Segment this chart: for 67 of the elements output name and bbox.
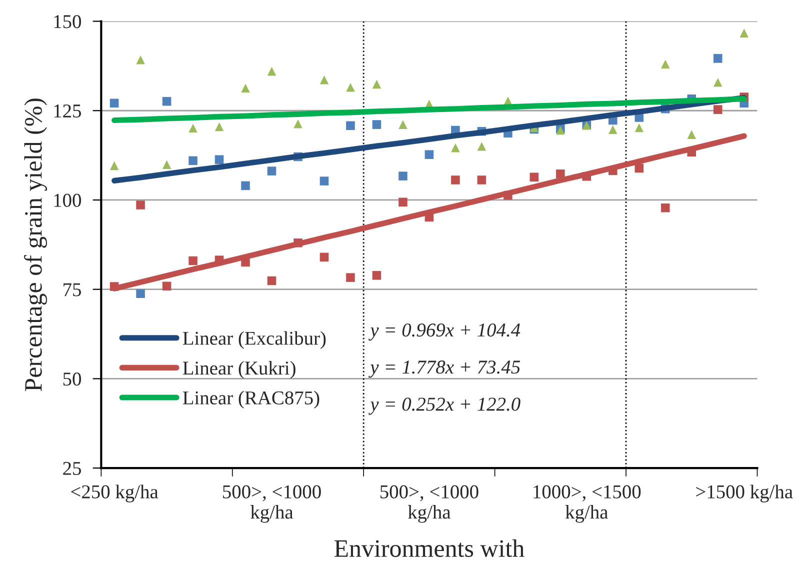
x-tick-label: >1500 kg/ha bbox=[696, 484, 793, 502]
point bbox=[477, 176, 486, 184]
point bbox=[660, 60, 670, 69]
x-tick-label: 500>, <1000 kg/ha bbox=[223, 485, 321, 523]
y-tick-label: 25 bbox=[63, 462, 81, 475]
point bbox=[451, 143, 460, 152]
point bbox=[162, 96, 172, 106]
point bbox=[398, 120, 408, 129]
point bbox=[188, 124, 198, 133]
point bbox=[320, 76, 329, 84]
point bbox=[634, 164, 644, 173]
y-axis-title: Percentage of grain yield (%) bbox=[24, 98, 48, 392]
annotation: y = 1.778x + 73.45 bbox=[368, 360, 520, 378]
point bbox=[451, 176, 460, 184]
point bbox=[136, 200, 145, 210]
point bbox=[713, 78, 722, 87]
point bbox=[660, 203, 670, 212]
annotation: y = 0.969x + 104.4 bbox=[368, 323, 520, 341]
point bbox=[188, 156, 198, 166]
legend-label: Linear (Excalibur) bbox=[182, 331, 326, 349]
point bbox=[162, 160, 172, 169]
legend-label: Linear (RAC875) bbox=[182, 390, 320, 408]
point bbox=[687, 130, 696, 139]
point bbox=[346, 121, 355, 130]
point bbox=[398, 172, 408, 180]
point bbox=[424, 150, 434, 159]
point bbox=[136, 55, 145, 64]
point bbox=[162, 282, 172, 291]
point bbox=[188, 256, 198, 266]
point bbox=[267, 276, 276, 286]
point bbox=[136, 289, 145, 298]
point bbox=[110, 161, 119, 170]
point bbox=[110, 98, 119, 108]
point bbox=[530, 172, 539, 182]
x-tick-label: 500>, <1000 kg/ha bbox=[380, 485, 478, 523]
point bbox=[713, 54, 722, 63]
point bbox=[320, 252, 329, 262]
point bbox=[241, 181, 250, 190]
point bbox=[608, 125, 618, 134]
y-tick-label: 75 bbox=[64, 283, 81, 296]
point bbox=[267, 66, 276, 76]
point bbox=[346, 273, 355, 282]
y-tick-label: 50 bbox=[63, 372, 81, 386]
point bbox=[320, 176, 329, 186]
point bbox=[372, 80, 382, 89]
y-tick-label: 125 bbox=[54, 104, 81, 118]
point bbox=[477, 142, 486, 151]
y-tick-label: 150 bbox=[54, 15, 81, 28]
point bbox=[372, 120, 382, 129]
y-tick-label: 100 bbox=[54, 194, 81, 207]
x-axis-title: Environments with bbox=[334, 539, 524, 557]
point bbox=[346, 83, 355, 92]
point bbox=[713, 105, 722, 114]
annotation: y = 0.252x + 122.0 bbox=[368, 398, 520, 415]
point bbox=[294, 119, 302, 128]
point bbox=[267, 166, 276, 176]
point bbox=[740, 28, 748, 38]
point bbox=[372, 271, 382, 280]
x-tick-label: <250 kg/ha bbox=[71, 484, 158, 502]
point bbox=[556, 170, 565, 178]
x-tick-label: 1000>, <1500 kg/ha bbox=[534, 485, 641, 523]
point bbox=[214, 122, 224, 132]
point bbox=[241, 84, 250, 93]
point bbox=[634, 123, 644, 132]
legend-label: Linear (Kukri) bbox=[182, 361, 296, 379]
point bbox=[398, 198, 408, 207]
point bbox=[214, 155, 224, 164]
